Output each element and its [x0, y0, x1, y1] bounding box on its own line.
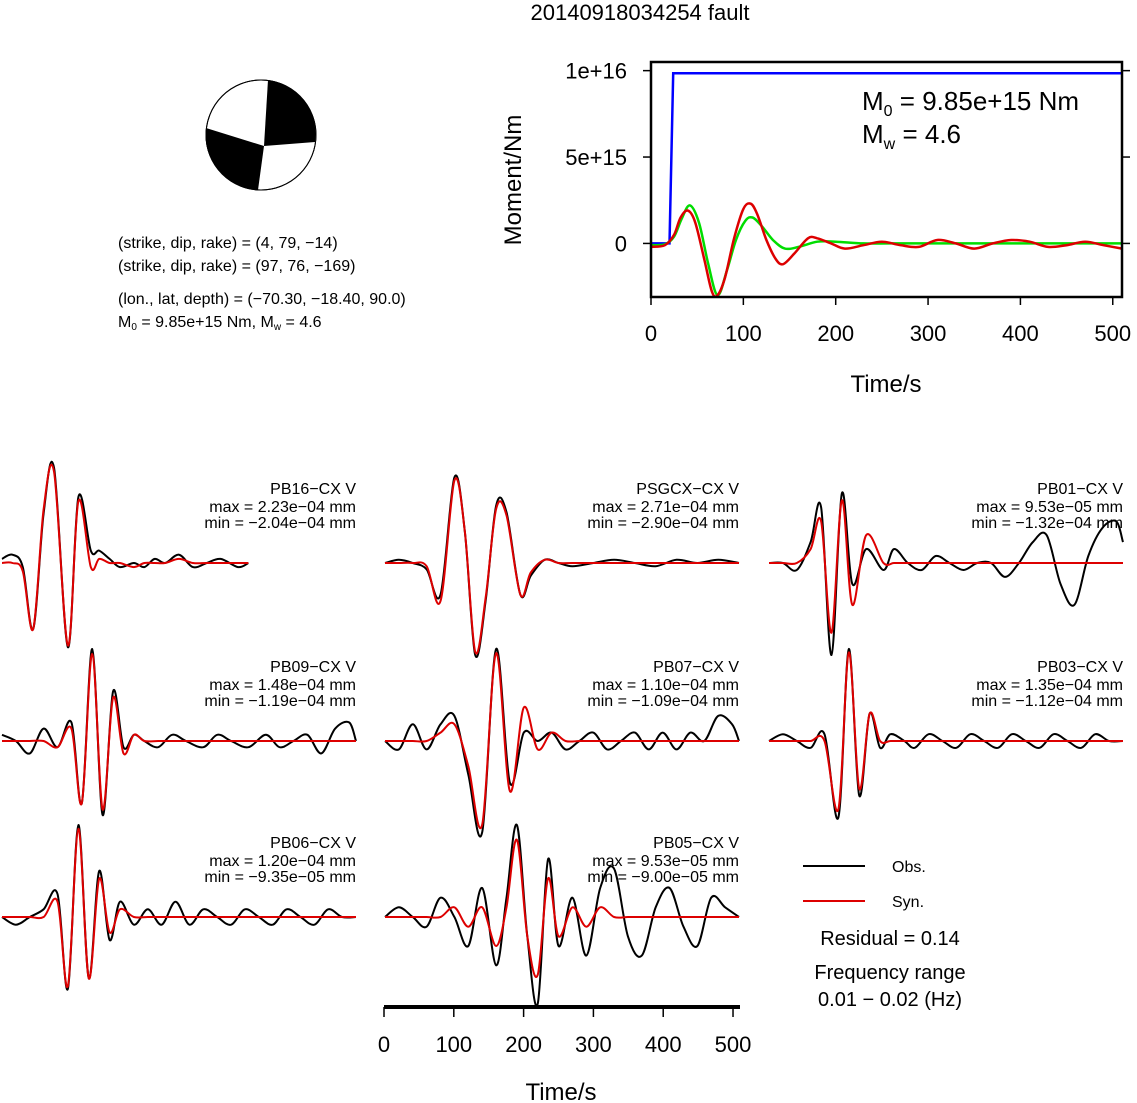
legend-syn-label: Syn.: [892, 894, 924, 911]
info-line-3: (lon., lat, depth) = (−70.30, −18.40, 90…: [118, 291, 406, 308]
moment-m0-label: M0 = 9.85e+15 Nm: [862, 86, 1079, 120]
legend-obs-label: Obs.: [892, 859, 926, 876]
source-info: (strike, dip, rake) = (4, 79, −14) (stri…: [118, 235, 406, 333]
moment-series-1: [650, 204, 1122, 297]
max-amplitude-label: max = 2.71e−04 mm: [592, 499, 739, 516]
synthetic-trace: [385, 652, 739, 830]
moment-series-2: [650, 202, 1123, 298]
min-amplitude-label: min = −1.32e−04 mm: [971, 515, 1123, 532]
moment-xtick-label: 0: [645, 321, 657, 346]
waveform-xtick-label: 400: [645, 1032, 682, 1057]
moment-mw-label: Mw = 4.6: [862, 119, 961, 153]
moment-xtick-label: 400: [1002, 321, 1039, 346]
synthetic-trace: [385, 838, 739, 978]
waveform-xtick-label: 100: [435, 1032, 472, 1057]
max-amplitude-label: max = 1.48e−04 mm: [209, 677, 356, 694]
max-amplitude-label: max = 1.20e−04 mm: [209, 853, 356, 870]
synthetic-trace: [384, 477, 739, 655]
moment-ytick-label: 5e+15: [565, 145, 627, 170]
synthetic-trace: [768, 499, 1123, 634]
synthetic-trace: [1, 463, 249, 647]
min-amplitude-label: min = −2.90e−04 mm: [587, 515, 739, 532]
min-amplitude-label: min = −9.00e−05 mm: [587, 869, 739, 886]
waveform-xtick-label: 500: [715, 1032, 752, 1057]
info-line-4: M0 = 9.85e+15 Nm, Mw = 4.6: [118, 314, 322, 333]
frequency-label: Frequency range: [814, 962, 965, 984]
station-label: PB03−CX V: [1037, 659, 1123, 676]
moment-series-0: [651, 71, 1122, 245]
observed-trace: [384, 647, 740, 838]
min-amplitude-label: min = −1.12e−04 mm: [971, 693, 1123, 710]
min-amplitude-label: min = −1.09e−04 mm: [587, 693, 739, 710]
moment-xlabel: Time/s: [850, 371, 921, 398]
moment-ytick-label: 1e+16: [565, 59, 627, 84]
info-line-2: (strike, dip, rake) = (97, 76, −169): [118, 258, 355, 275]
moment-ytick-label: 0: [615, 231, 627, 256]
residual-text: Residual = 0.14: [820, 928, 960, 950]
station-label: PB16−CX V: [270, 481, 356, 498]
max-amplitude-label: max = 9.53e−05 mm: [976, 499, 1123, 516]
moment-plot: 1e+16 5e+15 0 0 100 200 300 400 500 Moment/Nm Ti…: [500, 59, 1131, 398]
min-amplitude-label: min = −2.04e−04 mm: [204, 515, 356, 532]
moment-xtick-label: 100: [725, 321, 762, 346]
legend: Obs. Syn. Residual = 0.14 Frequency rang…: [803, 859, 966, 1011]
waveform-xtick-label: 0: [378, 1032, 390, 1057]
waveform-time-axis: 0 100 200 300 400 500 Time/s: [378, 1005, 752, 1103]
waveform-xtick-label: 200: [505, 1032, 542, 1057]
max-amplitude-label: max = 2.23e−04 mm: [209, 499, 356, 516]
max-amplitude-label: max = 1.35e−04 mm: [976, 677, 1123, 694]
waveform-xtick-label: 300: [575, 1032, 612, 1057]
frequency-value: 0.01 − 0.02 (Hz): [818, 989, 962, 1011]
waveform-xlabel: Time/s: [525, 1079, 596, 1103]
station-label: PB07−CX V: [653, 659, 739, 676]
figure-title: 20140918034254 fault: [531, 0, 750, 25]
station-label: PSGCX−CX V: [636, 481, 739, 498]
waveform-ticks: 0 100 200 300 400 500: [378, 1007, 752, 1057]
beachball: [205, 79, 317, 191]
station-label: PB06−CX V: [270, 835, 356, 852]
moment-plot-frame: [649, 60, 1124, 299]
info-line-1: (strike, dip, rake) = (4, 79, −14): [118, 235, 338, 252]
station-label: PB01−CX V: [1037, 481, 1123, 498]
moment-ticks: 1e+16 5e+15 0 0 100 200 300 400 500: [565, 59, 1131, 346]
moment-xtick-label: 500: [1094, 321, 1131, 346]
max-amplitude-label: max = 9.53e−05 mm: [592, 853, 739, 870]
moment-xtick-label: 300: [910, 321, 947, 346]
synthetic-trace: [769, 651, 1123, 813]
min-amplitude-label: min = −1.19e−04 mm: [204, 693, 356, 710]
max-amplitude-label: max = 1.10e−04 mm: [592, 677, 739, 694]
min-amplitude-label: min = −9.35e−05 mm: [204, 869, 356, 886]
moment-curves: [650, 71, 1123, 298]
moment-xtick-label: 200: [817, 321, 854, 346]
station-label: PB05−CX V: [653, 835, 739, 852]
moment-ylabel: Moment/Nm: [500, 115, 527, 246]
synthetic-trace: [2, 827, 356, 989]
observed-trace: [384, 823, 740, 1007]
station-label: PB09−CX V: [270, 659, 356, 676]
synthetic-trace: [2, 652, 356, 811]
